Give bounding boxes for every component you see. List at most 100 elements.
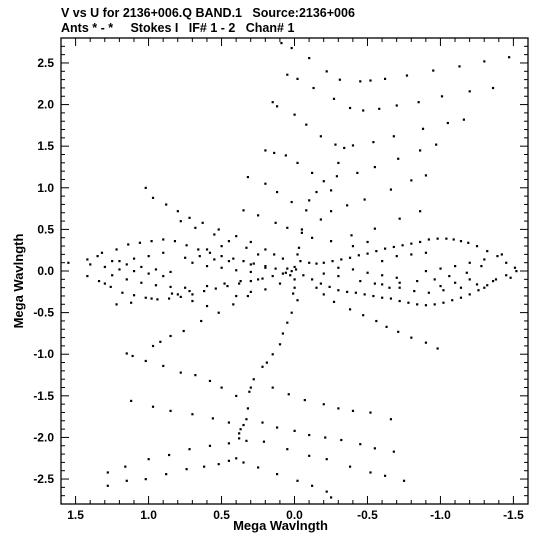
data-point [296, 479, 299, 482]
data-point [257, 214, 260, 217]
data-point [249, 279, 252, 283]
data-point [286, 321, 289, 324]
data-point [162, 364, 165, 368]
data-point [248, 390, 251, 393]
data-point [373, 165, 376, 169]
data-point [262, 440, 266, 443]
data-point [280, 41, 283, 45]
data-point [300, 231, 303, 234]
data-point [227, 240, 231, 243]
data-point [271, 274, 274, 278]
data-point [442, 301, 445, 304]
data-point [191, 299, 194, 303]
data-point [436, 347, 439, 350]
data-point [322, 293, 325, 296]
data-point [378, 107, 381, 110]
data-point [315, 286, 318, 289]
data-point [435, 143, 438, 146]
data-point [325, 458, 328, 461]
data-point [150, 297, 153, 300]
data-point [125, 278, 128, 281]
data-point [483, 258, 486, 261]
data-point [203, 465, 206, 468]
data-point [245, 246, 248, 249]
data-point [106, 471, 109, 474]
data-point [465, 271, 468, 274]
y-tick-label: 1.0 [37, 181, 54, 195]
data-point [439, 284, 442, 288]
data-point [424, 341, 428, 344]
data-point [334, 143, 337, 146]
data-point [427, 291, 430, 294]
data-point [388, 286, 391, 289]
data-point [319, 282, 322, 285]
data-point [194, 226, 197, 229]
data-point [132, 270, 136, 273]
data-point [395, 255, 398, 258]
data-point [213, 258, 216, 261]
data-point [150, 240, 153, 243]
data-point [86, 258, 89, 261]
data-point [421, 127, 425, 130]
data-point [348, 106, 352, 110]
data-point [103, 265, 106, 269]
data-point [343, 146, 346, 150]
data-point [208, 379, 212, 383]
data-point [200, 319, 203, 323]
data-point [144, 186, 147, 189]
data-point [381, 283, 384, 286]
data-point [275, 190, 279, 194]
data-point [252, 378, 255, 381]
data-point [311, 236, 314, 239]
data-point [213, 233, 216, 236]
data-point [265, 361, 268, 364]
data-point [273, 253, 276, 256]
data-point [322, 403, 325, 406]
data-point [451, 299, 454, 302]
data-point [351, 409, 355, 412]
data-point [337, 407, 340, 410]
data-point [147, 255, 150, 258]
data-point [220, 255, 223, 258]
data-point [176, 293, 179, 296]
data-point [385, 325, 388, 328]
data-point [509, 276, 512, 279]
data-point [232, 303, 235, 306]
data-point [308, 261, 311, 264]
data-point [311, 484, 314, 487]
data-point [500, 253, 503, 256]
data-point [249, 240, 252, 244]
data-point [290, 200, 293, 204]
data-point [366, 252, 369, 255]
data-point [220, 266, 223, 269]
data-point [249, 270, 252, 274]
data-point [124, 465, 127, 468]
data-point [362, 314, 365, 317]
data-point [169, 270, 172, 274]
data-point [271, 101, 274, 104]
data-point [246, 175, 249, 179]
data-point [475, 245, 479, 248]
data-point [389, 297, 393, 300]
data-point [167, 453, 171, 457]
data-point [483, 286, 486, 289]
data-point [508, 56, 511, 59]
data-point [118, 260, 121, 263]
plot-frame [60, 37, 529, 505]
data-point [147, 272, 150, 275]
data-point [513, 266, 517, 269]
data-point [188, 216, 191, 219]
data-point [454, 281, 457, 284]
data-point [312, 86, 315, 90]
data-point [179, 295, 182, 298]
data-point [410, 179, 413, 182]
data-point [433, 278, 436, 281]
y-tick-label: -0.5 [33, 306, 54, 320]
data-point [169, 409, 172, 412]
data-point [176, 210, 179, 213]
y-tick-label: -1.0 [33, 347, 54, 361]
data-point [363, 293, 366, 296]
data-point [372, 141, 375, 144]
data-point [475, 283, 479, 286]
